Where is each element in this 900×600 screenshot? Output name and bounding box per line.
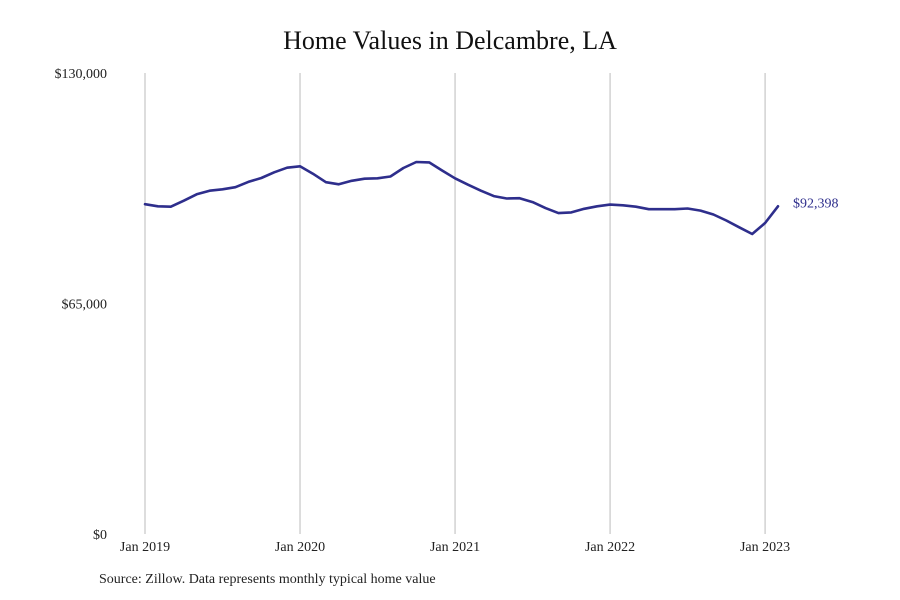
y-tick-label: $0 xyxy=(93,528,107,543)
data-point xyxy=(325,181,327,183)
data-point xyxy=(777,205,779,207)
data-point xyxy=(454,177,456,179)
data-point xyxy=(157,205,159,207)
data-point xyxy=(221,188,223,190)
data-point xyxy=(480,190,482,192)
data-point xyxy=(170,205,172,207)
data-point xyxy=(467,184,469,186)
data-point xyxy=(208,190,210,192)
data-point xyxy=(738,226,740,228)
data-point xyxy=(247,181,249,183)
x-tick-label: Jan 2022 xyxy=(585,540,635,555)
data-point xyxy=(312,173,314,175)
data-point xyxy=(260,177,262,179)
data-point xyxy=(596,205,598,207)
data-point xyxy=(389,175,391,177)
data-point xyxy=(234,186,236,188)
data-point xyxy=(686,207,688,209)
data-point xyxy=(183,199,185,201)
data-point xyxy=(725,219,727,221)
data-point xyxy=(661,208,663,210)
data-point xyxy=(712,213,714,215)
data-point xyxy=(609,203,611,205)
data-point xyxy=(363,177,365,179)
source-note: Source: Zillow. Data represents monthly … xyxy=(99,572,436,587)
x-tick-label: Jan 2020 xyxy=(275,540,325,555)
series-layer xyxy=(143,160,780,236)
data-point xyxy=(428,161,430,163)
vertical-gridlines xyxy=(144,73,766,534)
end-label-layer: $92,398 xyxy=(793,196,839,211)
y-axis: $0 $65,000 $130,000 xyxy=(55,67,108,543)
data-point xyxy=(583,208,585,210)
chart-title: Home Values in Delcambre, LA xyxy=(283,26,617,55)
data-point xyxy=(518,197,520,199)
data-point xyxy=(376,177,378,179)
data-point xyxy=(286,166,288,168)
data-point xyxy=(751,233,753,235)
y-tick-label: $65,000 xyxy=(62,298,108,313)
data-point xyxy=(493,195,495,197)
data-point xyxy=(673,208,675,210)
data-point xyxy=(402,167,404,169)
x-axis: Jan 2019 Jan 2020 Jan 2021 Jan 2022 Jan 2023 xyxy=(120,540,790,555)
data-point xyxy=(195,193,197,195)
data-point xyxy=(635,205,637,207)
data-point xyxy=(338,183,340,185)
x-tick-label: Jan 2021 xyxy=(430,540,480,555)
x-tick-label: Jan 2019 xyxy=(120,540,170,555)
data-point xyxy=(648,208,650,210)
data-point xyxy=(699,209,701,211)
series-line-0 xyxy=(143,160,780,236)
data-point xyxy=(531,201,533,203)
data-point xyxy=(144,203,146,205)
data-point xyxy=(441,169,443,171)
data-point xyxy=(570,211,572,213)
data-point xyxy=(622,204,624,206)
data-point xyxy=(299,165,301,167)
data-point xyxy=(273,171,275,173)
end-value-label: $92,398 xyxy=(793,196,839,211)
data-point xyxy=(506,197,508,199)
data-point xyxy=(544,207,546,209)
data-point xyxy=(415,161,417,163)
data-point xyxy=(557,212,559,214)
data-point xyxy=(350,180,352,182)
y-tick-label: $130,000 xyxy=(55,67,108,82)
data-point xyxy=(764,222,766,224)
x-tick-label: Jan 2023 xyxy=(740,540,790,555)
